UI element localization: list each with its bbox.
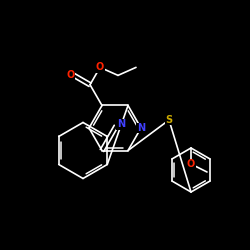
- Text: O: O: [187, 159, 195, 169]
- Text: O: O: [66, 70, 75, 80]
- Text: N: N: [137, 123, 145, 133]
- Text: S: S: [166, 115, 172, 125]
- Text: N: N: [117, 119, 125, 129]
- Text: O: O: [96, 62, 104, 72]
